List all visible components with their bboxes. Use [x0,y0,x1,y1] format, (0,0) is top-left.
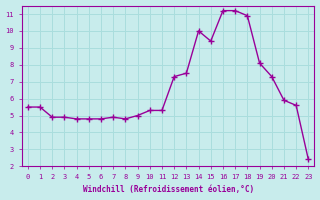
X-axis label: Windchill (Refroidissement éolien,°C): Windchill (Refroidissement éolien,°C) [83,185,254,194]
